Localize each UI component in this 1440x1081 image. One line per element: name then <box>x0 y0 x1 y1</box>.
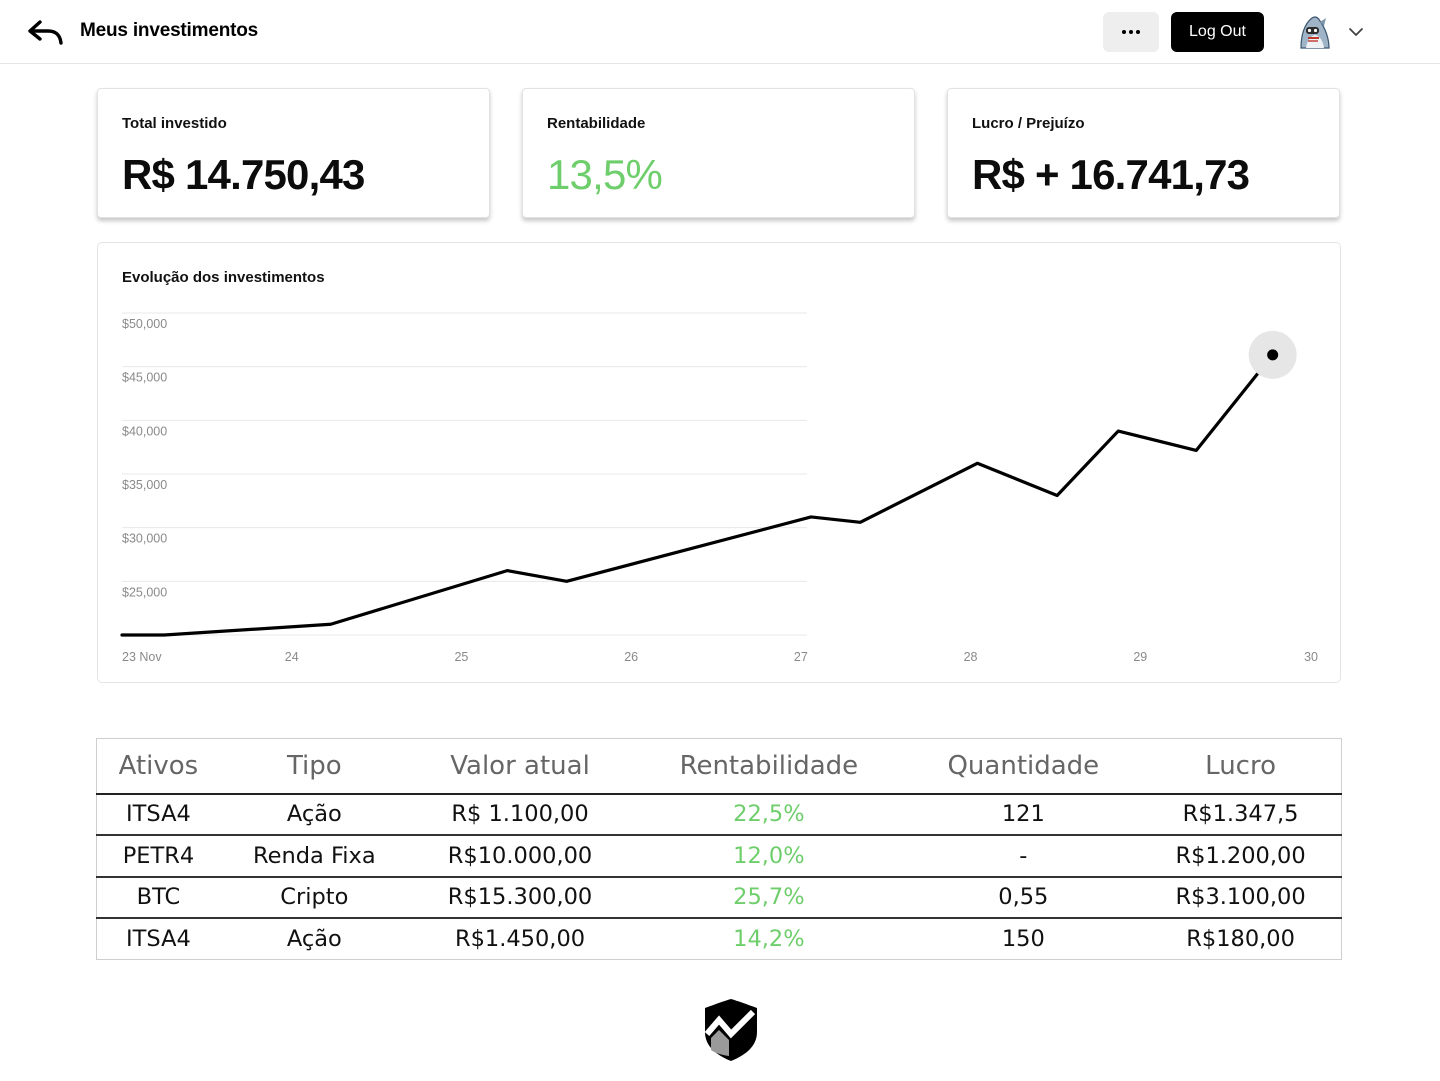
x-tick-label: 30 <box>1304 650 1318 664</box>
cell-rentabilidade: 25,7% <box>631 876 907 919</box>
cell-valor-atual: R$10.000,00 <box>408 835 632 878</box>
cell-tipo: Renda Fixa <box>219 835 409 878</box>
assets-table: Ativos Tipo Valor atual Rentabilidade Qu… <box>96 738 1342 960</box>
stat-card-rentabilidade: Rentabilidade 13,5% <box>522 88 915 218</box>
more-options-button[interactable] <box>1103 12 1159 52</box>
table-row[interactable]: ITSA4 Ação R$ 1.100,00 22,5% 121 R$1.347… <box>96 793 1342 836</box>
y-tick-label: $25,000 <box>122 585 167 599</box>
table-row[interactable]: ITSA4 Ação R$1.450,00 14,2% 150 R$180,00 <box>97 918 1342 960</box>
cell-rentabilidade: 12,0% <box>631 835 907 878</box>
top-bar: Meus investimentos Log Out <box>0 0 1440 64</box>
y-tick-label: $30,000 <box>122 532 167 546</box>
y-tick-label: $35,000 <box>122 478 167 492</box>
stat-value: R$ 14.750,43 <box>122 151 365 198</box>
cell-rentabilidade: 14,2% <box>733 926 805 952</box>
column-header-quantidade[interactable]: Quantidade <box>906 738 1141 795</box>
cell-quantidade: 150 <box>1001 926 1045 952</box>
cell-valor-atual: R$1.450,00 <box>454 926 586 952</box>
cell-quantidade: 121 <box>906 793 1141 836</box>
stat-label: Total investido <box>122 115 227 132</box>
last-data-point <box>1267 349 1279 361</box>
x-tick-label: 27 <box>794 650 808 664</box>
table-row[interactable]: PETR4 Renda Fixa R$10.000,00 12,0% - R$1… <box>96 835 1342 878</box>
cell-tipo: Ação <box>219 793 409 836</box>
chevron-down-icon[interactable] <box>1346 22 1366 42</box>
y-tick-label: $40,000 <box>122 424 167 438</box>
column-header-valor-atual[interactable]: Valor atual <box>408 738 632 795</box>
column-header-ativos[interactable]: Ativos <box>96 738 220 795</box>
cell-ativo: ITSA4 <box>96 793 220 836</box>
column-header-lucro[interactable]: Lucro <box>1140 738 1342 795</box>
table-header-row: Ativos Tipo Valor atual Rentabilidade Qu… <box>96 738 1342 795</box>
cell-quantidade: 0,55 <box>906 876 1141 919</box>
cell-valor-atual: R$ 1.100,00 <box>408 793 632 836</box>
cell-lucro: R$1.200,00 <box>1140 835 1342 878</box>
chart-card: Evolução dos investimentos $50,000 $45,00… <box>97 242 1341 683</box>
ellipsis-icon <box>1122 30 1140 34</box>
cell-ativo: ITSA4 <box>126 926 191 952</box>
investment-line-chart: $50,000 $45,000 $40,000 $35,000 $30,000 $25,0… <box>120 312 1318 664</box>
y-tick-label: $50,000 <box>122 317 167 331</box>
back-button[interactable] <box>26 16 66 48</box>
cell-ativo: BTC <box>96 876 220 919</box>
chart-title: Evolução dos investimentos <box>122 269 325 286</box>
stat-label: Rentabilidade <box>547 115 646 132</box>
back-arrow-icon <box>28 20 63 45</box>
x-tick-label: 24 <box>285 650 299 664</box>
avatar[interactable] <box>1296 14 1332 52</box>
stat-value: 13,5% <box>547 151 663 198</box>
column-header-tipo[interactable]: Tipo <box>219 738 409 795</box>
cell-lucro: R$1.347,5 <box>1140 793 1342 836</box>
x-tick-label: 23 Nov <box>122 650 162 664</box>
investment-series-line <box>120 353 1275 637</box>
cell-valor-atual: R$15.300,00 <box>408 876 632 919</box>
logout-button[interactable]: Log Out <box>1171 12 1264 52</box>
cell-rentabilidade: 22,5% <box>631 793 907 836</box>
shield-chart-logo-icon <box>704 999 757 1061</box>
cell-lucro: R$180,00 <box>1186 926 1295 952</box>
cell-lucro: R$3.100,00 <box>1140 876 1342 919</box>
stat-card-lucro-prejuizo: Lucro / Prejuízo R$ + 16.741,73 <box>947 88 1340 218</box>
x-tick-label: 25 <box>454 650 468 664</box>
column-header-rentabilidade[interactable]: Rentabilidade <box>631 738 907 795</box>
cell-tipo: Cripto <box>219 876 409 919</box>
table-row[interactable]: BTC Cripto R$15.300,00 25,7% 0,55 R$3.10… <box>96 876 1342 919</box>
stat-card-total-investido: Total investido R$ 14.750,43 <box>97 88 490 218</box>
page-title: Meus investimentos <box>80 20 259 41</box>
y-tick-label: $45,000 <box>122 371 167 385</box>
stat-label: Lucro / Prejuízo <box>972 115 1085 132</box>
cell-quantidade: - <box>906 835 1141 878</box>
cell-tipo: Ação <box>286 926 342 952</box>
x-tick-label: 29 <box>1133 650 1147 664</box>
x-tick-label: 26 <box>624 650 638 664</box>
stat-value: R$ + 16.741,73 <box>972 151 1250 198</box>
cell-ativo: PETR4 <box>96 835 220 878</box>
x-tick-label: 28 <box>964 650 978 664</box>
